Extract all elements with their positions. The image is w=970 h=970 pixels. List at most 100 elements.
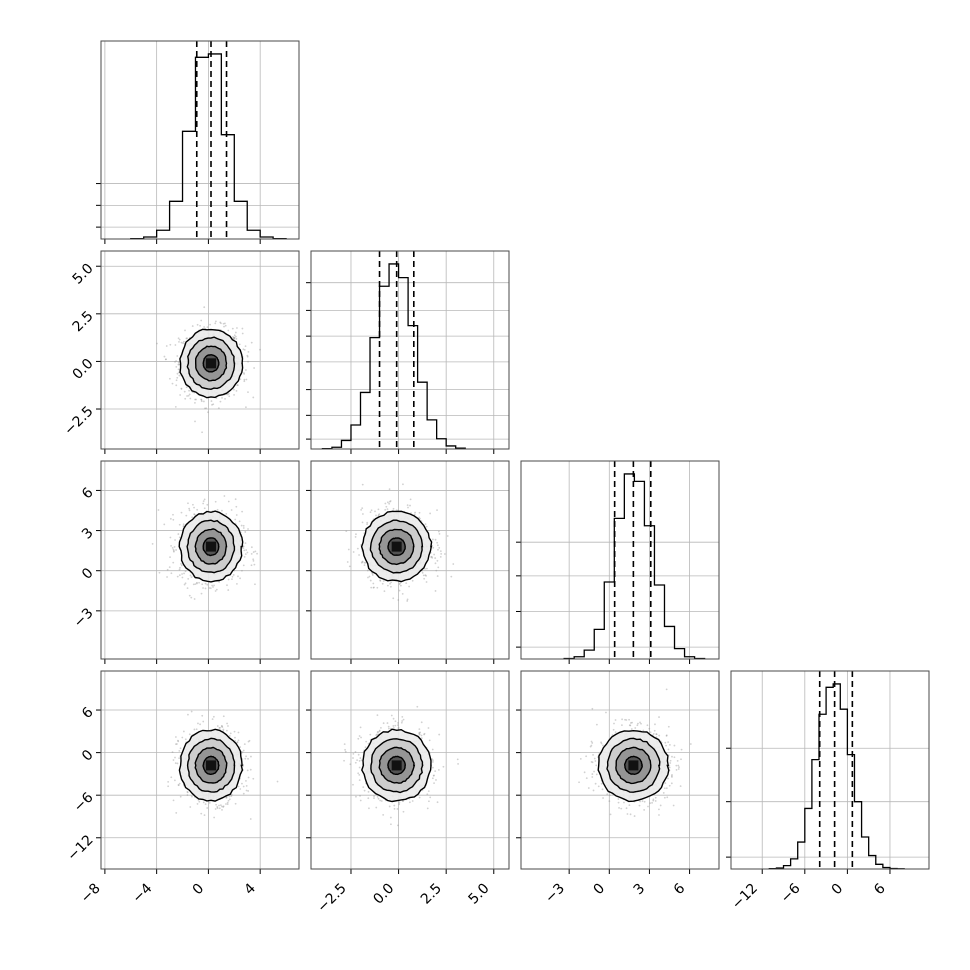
scatter-point — [369, 733, 372, 736]
scatter-point — [182, 730, 185, 733]
x-tick-label: 0.0 — [370, 881, 397, 908]
scatter-point — [653, 729, 656, 732]
scatter-point — [385, 505, 388, 508]
scatter-point — [638, 804, 641, 807]
scatter-point — [600, 782, 603, 785]
scatter-point — [411, 800, 414, 802]
scatter-point — [187, 577, 190, 580]
scatter-point — [605, 711, 607, 714]
scatter-point — [422, 574, 425, 577]
contour-line — [387, 755, 406, 776]
scatter-point — [397, 824, 399, 827]
scatter-point — [166, 568, 169, 571]
axes-frame — [310, 460, 510, 660]
scatter-point — [244, 531, 247, 533]
scatter-point — [652, 799, 655, 802]
y-tick-label: 6 — [79, 485, 97, 503]
scatter-point — [175, 365, 178, 368]
scatter-point — [179, 394, 182, 396]
scatter-point — [373, 586, 375, 589]
scatter-point — [652, 798, 655, 801]
y-tick-label: −3 — [71, 605, 97, 631]
contour-line — [361, 728, 432, 803]
scatter-point — [408, 585, 411, 588]
scatter-point — [359, 794, 361, 797]
scatter-point — [431, 538, 434, 541]
scatter-point — [377, 731, 380, 733]
grid — [731, 671, 929, 869]
scatter-point — [423, 577, 426, 580]
scatter-point — [234, 736, 236, 739]
scatter-point — [628, 718, 630, 721]
scatter-point — [402, 483, 404, 486]
scatter-point — [174, 762, 177, 765]
scatter-point — [163, 523, 166, 526]
axes-frame — [100, 460, 300, 660]
scatter-point — [375, 806, 378, 809]
grid — [101, 41, 299, 239]
scatter-point — [349, 763, 352, 766]
scatter-point — [621, 724, 623, 727]
scatter-point — [614, 719, 617, 721]
scatter-point — [602, 797, 604, 799]
scatter-point — [358, 554, 360, 556]
scatter-point — [402, 810, 405, 813]
scatter-point — [200, 400, 203, 403]
scatter-point — [186, 790, 189, 793]
scatter-point — [452, 563, 455, 565]
scatter-point — [243, 348, 246, 351]
x-tick-label: 2.5 — [418, 881, 445, 908]
scatter-point — [379, 579, 382, 582]
scatter-point — [401, 592, 404, 595]
scatter-point — [201, 583, 204, 586]
scatter-point — [228, 798, 231, 801]
scatter-point — [204, 407, 206, 410]
scatter-point — [430, 556, 432, 558]
scatter-point — [259, 348, 261, 351]
scatter-point — [352, 757, 354, 759]
scatter-point — [227, 500, 230, 503]
scatter-point — [186, 337, 188, 340]
scatter-point — [239, 788, 242, 790]
axes-frame — [100, 670, 300, 870]
scatter-point — [369, 511, 372, 514]
contour-line — [179, 328, 244, 399]
scatter-point — [667, 725, 670, 728]
scatter-point — [172, 759, 175, 761]
scatter-point — [369, 579, 372, 582]
scatter-point — [172, 513, 174, 516]
scatter-point — [394, 720, 397, 723]
scatter-point — [594, 760, 597, 762]
scatter-point — [377, 797, 380, 800]
scatter-point — [439, 555, 442, 558]
scatter-point — [247, 350, 250, 353]
density-panel-3-2: −3 0 3 6 — [516, 670, 720, 906]
scatter-point — [239, 746, 242, 748]
scatter-point — [226, 801, 229, 804]
histogram-panel-2 — [516, 460, 720, 664]
scatter-point — [211, 718, 214, 721]
scatter-point — [361, 561, 364, 563]
scatter-point — [370, 586, 373, 589]
scatter-point — [227, 578, 230, 581]
scatter-point — [204, 803, 207, 806]
x-tick-label: 4 — [241, 880, 259, 898]
scatter-point — [419, 517, 421, 520]
contour-line — [597, 729, 670, 803]
scatter-point — [345, 530, 348, 533]
scatter-point — [235, 337, 238, 340]
scatter-point — [195, 398, 197, 401]
scatter-point — [228, 395, 231, 398]
scatter-point — [456, 758, 459, 761]
scatter-point — [356, 759, 358, 762]
scatter-point — [202, 502, 205, 505]
scatter-point — [446, 535, 449, 537]
histogram-panel-0 — [96, 40, 300, 244]
scatter-point — [658, 734, 661, 737]
scatter-point — [636, 724, 639, 727]
scatter-point — [177, 740, 180, 743]
scatter-point — [235, 505, 238, 508]
scatter-point — [418, 728, 421, 731]
scatter-point — [200, 592, 203, 595]
